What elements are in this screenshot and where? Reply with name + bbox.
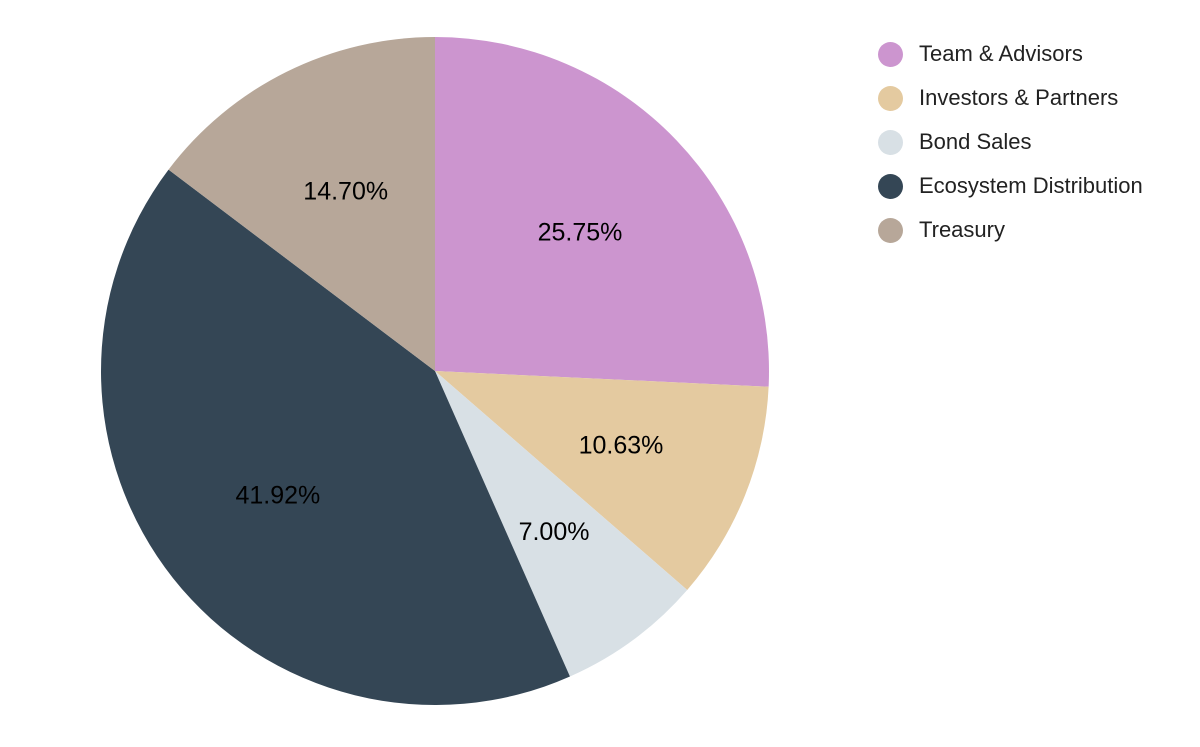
slice-value-label: 10.63% (579, 432, 664, 460)
slice-value-label: 25.75% (538, 219, 623, 247)
slice-value-label: 14.70% (303, 178, 388, 206)
pie-slice-bond-sales[interactable] (435, 371, 688, 677)
legend-swatch (878, 173, 903, 199)
legend-label: Bond Sales (919, 129, 1032, 154)
pie-slice-treasury[interactable] (168, 37, 436, 371)
legend-item[interactable]: Bond Sales (878, 120, 1143, 164)
legend-label: Team & Advisors (919, 41, 1083, 66)
pie-slice-investors-partners[interactable] (435, 371, 769, 590)
legend-item[interactable]: Treasury (878, 208, 1143, 252)
legend-item[interactable]: Ecosystem Distribution (878, 164, 1143, 208)
pie-slice-team-advisors[interactable] (435, 37, 770, 387)
legend-item[interactable]: Investors & Partners (878, 76, 1143, 120)
pie-slice-ecosystem-distribution[interactable] (101, 169, 570, 705)
pie-value-labels: 25.75% 10.63% 7.00% 41.92% 14.70% (236, 178, 664, 547)
chart-legend: Team & Advisors Investors & Partners Bond … (878, 32, 1143, 252)
legend-swatch (878, 85, 903, 111)
legend-label: Ecosystem Distribution (919, 173, 1143, 198)
legend-label: Treasury (919, 217, 1005, 242)
legend-swatch (878, 217, 903, 243)
slice-value-label: 7.00% (519, 518, 590, 546)
pie-slices (101, 37, 770, 705)
legend-item[interactable]: Team & Advisors (878, 32, 1143, 76)
legend-label: Investors & Partners (919, 85, 1119, 110)
legend-swatch (878, 41, 903, 67)
slice-value-label: 41.92% (236, 481, 321, 509)
legend-swatch (878, 129, 903, 155)
